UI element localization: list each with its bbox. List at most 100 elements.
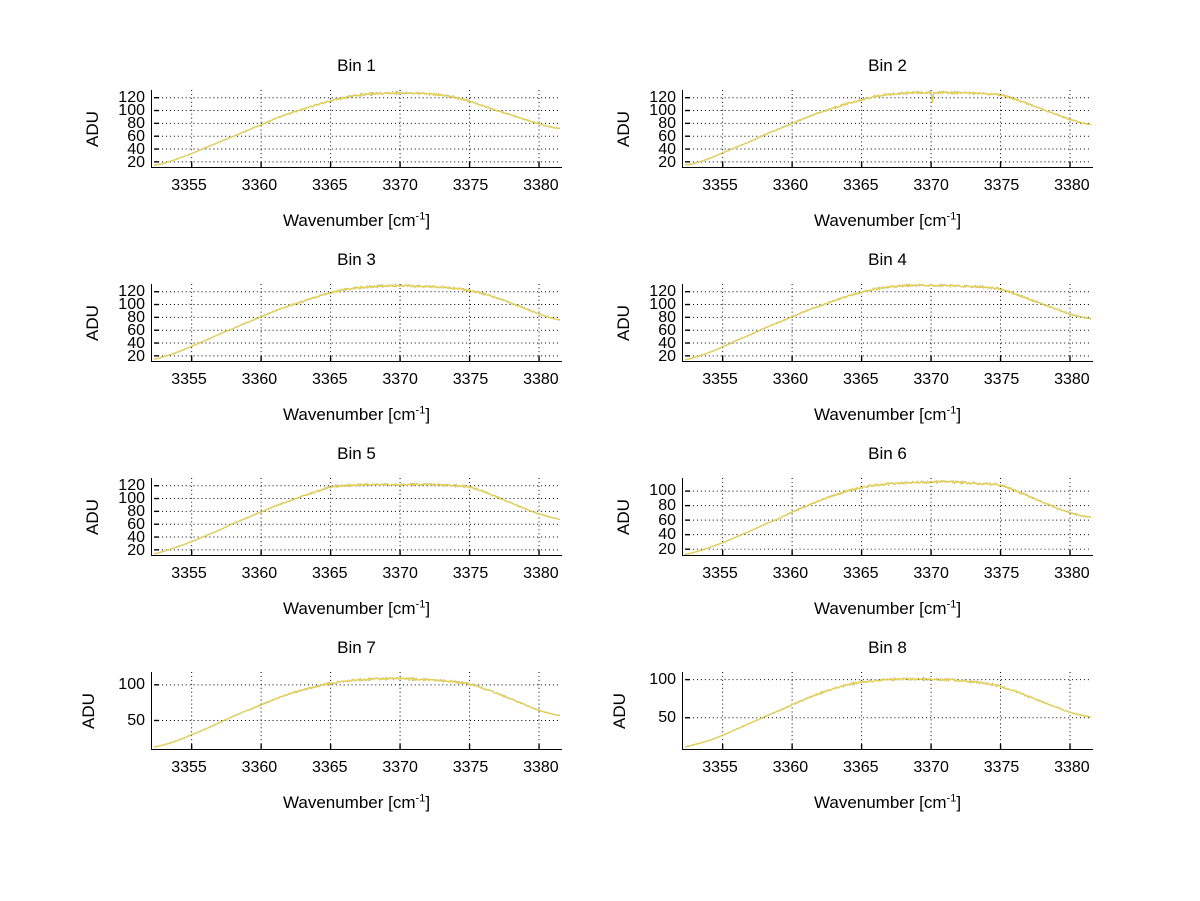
x-axis-label: Wavenumber [cm-1]: [682, 793, 1093, 812]
x-tick-label: 3370: [382, 177, 418, 194]
data-trace: [685, 480, 1092, 555]
y-tick-label: 60: [127, 515, 145, 533]
x-axis-label-exponent: -1: [415, 598, 426, 611]
y-tick-label: 40: [658, 334, 676, 352]
x-tick-label: 3355: [702, 565, 738, 582]
plot-panel: Bin 4 ADU 20 40 60 80 100 120 3355 3360 3365 3370 33…: [592, 244, 1133, 424]
x-tick-label: 3380: [523, 565, 559, 582]
panel-title: Bin 5: [337, 444, 376, 463]
data-trace: [154, 676, 560, 748]
data-trace-reference: [154, 283, 560, 360]
data-trace: [685, 283, 1091, 361]
panel-title: Bin 8: [868, 638, 907, 657]
y-tick-label: 120: [649, 282, 676, 300]
plot-svg: [154, 478, 561, 555]
x-tick-label: 3370: [382, 565, 418, 582]
plot-svg: [154, 283, 560, 361]
x-tick-label: 3365: [842, 371, 879, 388]
plot-panel: Bin 3 ADU 20 40 60 80 100 120 3355 3360 3365 3370 33…: [61, 244, 602, 423]
plot-area: [682, 283, 1093, 362]
plot-area: [682, 478, 1093, 556]
y-tick-label: 20: [658, 347, 676, 365]
x-tick-label: 3360: [772, 759, 809, 776]
plot-svg: [685, 90, 1092, 167]
y-tick-label: 100: [649, 101, 676, 119]
y-tick-label: 20: [658, 541, 676, 559]
data-trace-reference: [685, 283, 1091, 361]
x-tick-label: 3370: [382, 759, 418, 776]
plot-panel: Bin 6 ADU 20 40 60 80 100 3355 3360 3365 3370 3375 3…: [592, 438, 1133, 618]
y-tick-label: 100: [649, 295, 676, 313]
plot-panel: Bin 1 ADU 20 40 60 80 100 120 3355 3360 3365 3370 33…: [61, 50, 602, 230]
y-axis-label: ADU: [610, 693, 629, 729]
y-tick-label: 20: [127, 541, 145, 559]
x-axis-label-exponent: -1: [415, 210, 426, 223]
y-tick-label: 60: [127, 127, 145, 145]
plot-panel: Bin 5 ADU 20 40 60 80 100 120 3355 3360 3365 3370 33…: [61, 438, 602, 618]
y-axis-label: ADU: [83, 499, 102, 535]
y-tick-label: 60: [658, 321, 676, 339]
y-tick-label: 20: [658, 153, 676, 171]
panel-title: Bin 6: [868, 444, 907, 463]
x-tick-label: 3370: [382, 371, 418, 388]
x-tick-label: 3365: [311, 759, 348, 776]
x-tick-label: 3355: [171, 759, 207, 776]
plot-area: [682, 90, 1093, 168]
plot-panel: Bin 2 ADU 20 40 60 80 100 120 3355 3360 3365 3370 33…: [592, 50, 1133, 230]
x-tick-label: 3365: [311, 371, 348, 388]
plot-panel: Bin 8 ADU 50 100 3355 3360 3365 3370 3375 3380 Wav…: [592, 632, 1133, 812]
x-tick-label: 3365: [842, 565, 879, 582]
y-tick-label: 120: [118, 476, 145, 494]
x-tick-label: 3360: [772, 565, 809, 582]
x-tick-label: 3380: [523, 759, 559, 776]
data-trace-reference: [685, 479, 1092, 555]
x-tick-label: 3380: [1054, 565, 1090, 582]
x-tick-label: 3360: [772, 371, 809, 388]
data-trace-reference: [154, 676, 560, 748]
plot-svg: [685, 478, 1092, 555]
x-axis-label: Wavenumber [cm-1]: [151, 210, 562, 230]
x-tick-label: 3365: [311, 177, 348, 194]
y-axis-label: ADU: [79, 693, 98, 729]
x-tick-label: 3360: [772, 177, 809, 194]
y-tick-label: 100: [118, 101, 145, 119]
y-tick-label: 20: [127, 347, 145, 365]
y-tick-label: 40: [127, 334, 145, 352]
y-tick-label: 60: [658, 127, 676, 145]
x-axis-label-exponent: -1: [946, 404, 957, 417]
x-axis-label: Wavenumber [cm-1]: [682, 211, 1093, 230]
y-tick-label: 80: [658, 308, 676, 326]
x-axis-label-bracket: ]: [956, 211, 962, 230]
x-axis-label: Wavenumber [cm-1]: [151, 405, 562, 423]
y-tick-label: 100: [118, 676, 145, 693]
x-tick-label: 3380: [1054, 371, 1090, 388]
y-tick-label: 60: [127, 321, 145, 339]
x-tick-label: 3360: [241, 565, 278, 582]
y-axis-label: ADU: [614, 305, 633, 341]
x-axis-label-text: Wavenumber [cm: [282, 599, 416, 618]
x-tick-label: 3375: [983, 371, 1020, 388]
y-axis-label: ADU: [614, 111, 633, 147]
x-axis-label-bracket: ]: [956, 599, 962, 618]
x-tick-label: 3380: [523, 177, 559, 194]
data-trace-reference: [154, 90, 560, 166]
x-axis-label-bracket: ]: [425, 211, 431, 230]
y-tick-label: 100: [118, 295, 145, 313]
x-tick-label: 3365: [311, 565, 348, 582]
x-tick-label: 3360: [241, 177, 278, 194]
x-tick-label: 3375: [452, 565, 489, 582]
x-tick-label: 3375: [452, 759, 489, 776]
plot-area: [151, 672, 562, 750]
y-tick-label: 120: [118, 88, 145, 106]
plot-panel: Bin 7 ADU 50 100 3355 3360 3365 3370 3375 3380 Wav…: [61, 632, 602, 811]
plot-svg: [154, 672, 560, 749]
data-trace: [685, 90, 1092, 166]
y-tick-label: 40: [127, 528, 145, 546]
x-axis-label-bracket: ]: [956, 793, 962, 812]
x-tick-label: 3365: [842, 759, 879, 776]
plot-area: [151, 90, 562, 168]
x-axis-label-bracket: ]: [956, 405, 962, 424]
x-tick-label: 3375: [452, 371, 489, 388]
x-axis-label: Wavenumber [cm-1]: [682, 404, 1093, 424]
y-axis-label: ADU: [83, 111, 102, 147]
